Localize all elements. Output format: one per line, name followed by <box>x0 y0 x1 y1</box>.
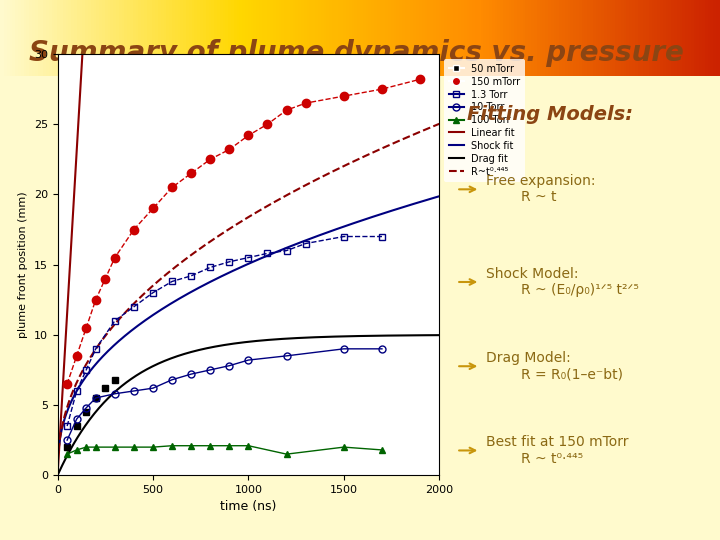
150 mTorr <box>82 325 91 331</box>
1.3 Torr <box>63 423 71 429</box>
10 Torr <box>148 385 157 392</box>
150 mTorr <box>148 205 157 212</box>
100 Torr <box>378 447 387 453</box>
10 Torr <box>340 346 348 352</box>
10 Torr <box>244 357 253 363</box>
1.3 Torr <box>340 233 348 240</box>
10 Torr <box>168 376 176 383</box>
100 Torr <box>187 442 196 449</box>
150 mTorr <box>416 76 425 83</box>
100 Torr <box>111 444 120 450</box>
50 mTorr <box>72 423 81 429</box>
1.3 Torr <box>206 264 215 271</box>
100 Torr <box>206 442 215 449</box>
1.3 Torr <box>187 273 196 279</box>
10 Torr <box>82 404 91 411</box>
Line: 10 Torr: 10 Torr <box>63 346 385 443</box>
50 mTorr <box>111 376 120 383</box>
10 Torr <box>130 388 138 394</box>
Text: Summary of plume dynamics vs. pressure: Summary of plume dynamics vs. pressure <box>29 39 684 68</box>
1.3 Torr <box>244 254 253 261</box>
150 mTorr <box>244 132 253 139</box>
10 Torr <box>225 362 233 369</box>
150 mTorr <box>264 121 272 127</box>
100 Torr <box>244 442 253 449</box>
Text: Fitting Models:: Fitting Models: <box>467 105 633 124</box>
Text: Drag Model:
        R = R₀(1–e⁻bt): Drag Model: R = R₀(1–e⁻bt) <box>485 351 623 381</box>
100 Torr <box>72 447 81 453</box>
100 Torr <box>282 451 291 457</box>
X-axis label: time (ns): time (ns) <box>220 501 276 514</box>
150 mTorr <box>187 170 196 177</box>
100 Torr <box>168 442 176 449</box>
Y-axis label: plume front position (mm): plume front position (mm) <box>18 191 28 338</box>
1.3 Torr <box>91 346 100 352</box>
100 Torr <box>91 444 100 450</box>
10 Torr <box>206 367 215 373</box>
1.3 Torr <box>168 278 176 285</box>
Line: 50 mTorr: 50 mTorr <box>63 376 118 450</box>
150 mTorr <box>225 146 233 153</box>
1.3 Torr <box>282 247 291 254</box>
150 mTorr <box>206 156 215 163</box>
1.3 Torr <box>111 318 120 324</box>
1.3 Torr <box>264 250 272 256</box>
1.3 Torr <box>225 259 233 265</box>
1.3 Torr <box>82 367 91 373</box>
150 mTorr <box>340 93 348 99</box>
150 mTorr <box>130 226 138 233</box>
150 mTorr <box>378 86 387 92</box>
10 Torr <box>187 371 196 377</box>
Line: 1.3 Torr: 1.3 Torr <box>63 233 385 429</box>
10 Torr <box>91 395 100 401</box>
10 Torr <box>282 353 291 359</box>
Line: 150 mTorr: 150 mTorr <box>63 75 424 388</box>
100 Torr <box>130 444 138 450</box>
Text: Best fit at 150 mTorr
        R ~ t⁰·⁴⁴⁵: Best fit at 150 mTorr R ~ t⁰·⁴⁴⁵ <box>485 435 628 465</box>
50 mTorr <box>91 395 100 401</box>
150 mTorr <box>301 100 310 106</box>
50 mTorr <box>63 444 71 450</box>
Legend: 50 mTorr, 150 mTorr, 1.3 Torr, 10 Torr, 100 Torr, Linear fit, Shock fit, Drag fi: 50 mTorr, 150 mTorr, 1.3 Torr, 10 Torr, … <box>444 59 526 182</box>
1.3 Torr <box>378 233 387 240</box>
50 mTorr <box>82 409 91 415</box>
150 mTorr <box>101 275 109 282</box>
Text: Free expansion:
        R ~ t: Free expansion: R ~ t <box>485 174 595 205</box>
150 mTorr <box>111 254 120 261</box>
150 mTorr <box>282 107 291 113</box>
150 mTorr <box>91 296 100 303</box>
50 mTorr <box>101 385 109 392</box>
100 Torr <box>63 451 71 457</box>
1.3 Torr <box>301 240 310 247</box>
1.3 Torr <box>148 289 157 296</box>
10 Torr <box>72 416 81 422</box>
150 mTorr <box>168 184 176 191</box>
1.3 Torr <box>130 303 138 310</box>
100 Torr <box>82 444 91 450</box>
100 Torr <box>340 444 348 450</box>
10 Torr <box>378 346 387 352</box>
100 Torr <box>148 444 157 450</box>
Line: 100 Torr: 100 Torr <box>63 442 385 457</box>
150 mTorr <box>63 381 71 387</box>
100 Torr <box>225 442 233 449</box>
150 mTorr <box>72 353 81 359</box>
1.3 Torr <box>72 388 81 394</box>
Text: Shock Model:
        R ~ (E₀/ρ₀)¹ᐟ⁵ t²ᐟ⁵: Shock Model: R ~ (E₀/ρ₀)¹ᐟ⁵ t²ᐟ⁵ <box>485 267 639 297</box>
10 Torr <box>63 437 71 443</box>
10 Torr <box>111 390 120 397</box>
